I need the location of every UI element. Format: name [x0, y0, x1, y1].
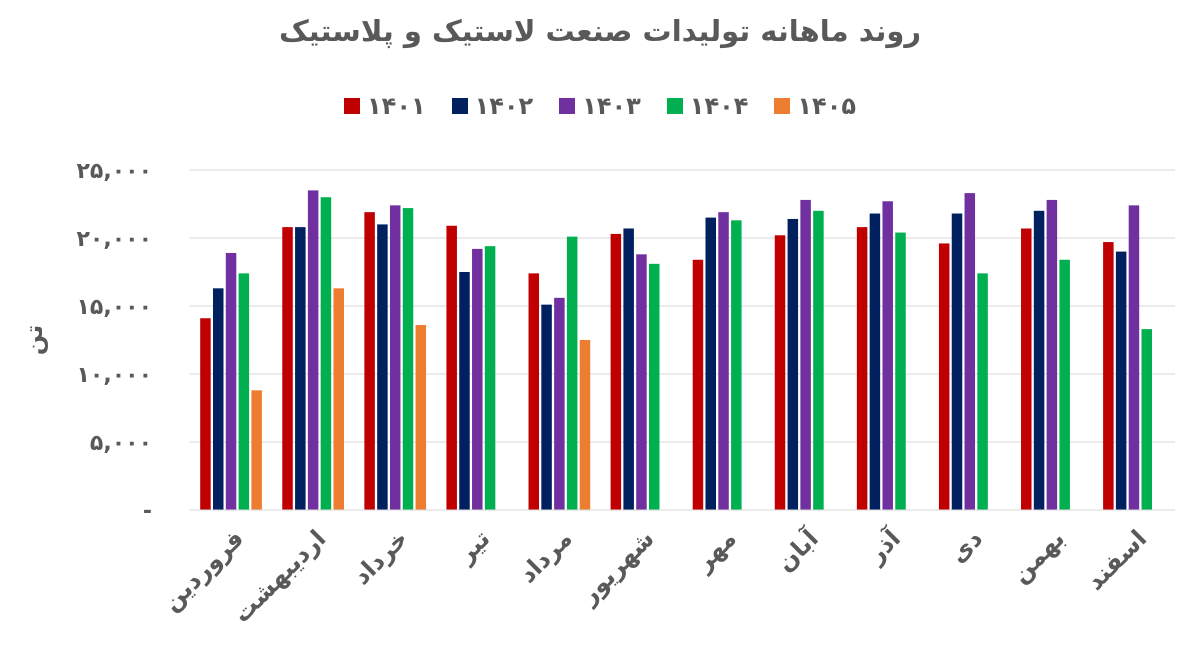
- y-tick-label-3: ۱۵,۰۰۰: [77, 295, 153, 320]
- bar-3-10: [1059, 259, 1070, 510]
- bar-1-5: [623, 228, 634, 511]
- bar-1-6: [705, 217, 716, 510]
- y-tick-label-0: -: [143, 499, 152, 524]
- x-tick-label-10: بهمن: [1006, 524, 1070, 588]
- bar-1-1: [295, 227, 306, 510]
- bar-0-6: [692, 259, 704, 510]
- bar-2-4: [554, 297, 565, 510]
- bar-4-0: [251, 390, 262, 510]
- bar-2-2: [389, 205, 401, 511]
- legend-item-3: ۱۴۰۴: [666, 92, 749, 120]
- x-tick-label-4: مرداد: [514, 524, 578, 588]
- bar-1-3: [459, 272, 470, 510]
- bar-2-10: [1046, 199, 1058, 511]
- x-tick-label-9: دی: [944, 524, 988, 568]
- bar-1-8: [869, 213, 881, 510]
- bar-4-2: [415, 325, 427, 510]
- x-tick-label-11: اسفند: [1081, 524, 1152, 595]
- bar-0-4: [528, 273, 540, 510]
- bar-4-4: [579, 340, 591, 510]
- bar-0-10: [1021, 228, 1032, 511]
- bar-1-4: [541, 304, 552, 510]
- bar-1-2: [377, 224, 388, 510]
- y-tick-label-5: ۲۵,۰۰۰: [77, 159, 153, 184]
- x-tick-label-6: مهر: [689, 524, 742, 577]
- legend-swatch-4: [774, 98, 791, 114]
- bar-3-0: [238, 273, 250, 510]
- legend-label-0: ۱۴۰۱: [367, 92, 426, 120]
- legend-item-4: ۱۴۰۵: [774, 92, 856, 120]
- bar-3-11: [1141, 329, 1153, 510]
- legend-swatch-3: [666, 98, 683, 114]
- y-tick-label-1: ۵,۰۰۰: [90, 431, 152, 456]
- bar-1-11: [1115, 251, 1127, 510]
- y-axis-label: تن: [20, 325, 48, 356]
- legend-swatch-2: [559, 98, 576, 114]
- bar-2-8: [882, 201, 893, 510]
- bar-3-3: [484, 246, 496, 510]
- bar-3-1: [320, 197, 332, 510]
- bar-3-8: [895, 232, 906, 510]
- bar-3-9: [977, 273, 988, 510]
- legend-item-1: ۱۴۰۲: [451, 92, 534, 120]
- bar-2-3: [472, 248, 483, 510]
- legend-item-2: ۱۴۰۳: [559, 92, 641, 120]
- x-tick-label-2: خرداد: [348, 524, 414, 590]
- bar-0-5: [610, 233, 622, 511]
- bar-2-7: [800, 199, 811, 511]
- bar-3-4: [566, 236, 578, 510]
- bar-0-9: [938, 243, 950, 510]
- bar-3-5: [649, 263, 660, 510]
- bar-3-6: [731, 220, 742, 510]
- bar-1-7: [787, 218, 799, 510]
- legend-item-0: ۱۴۰۱: [344, 92, 426, 120]
- x-tick-label-3: تیر: [451, 524, 495, 568]
- bar-0-8: [856, 227, 868, 510]
- legend-label-4: ۱۴۰۵: [797, 92, 856, 120]
- bar-1-10: [1033, 210, 1045, 511]
- bar-2-0: [225, 252, 237, 510]
- y-tick-label-4: ۲۰,۰۰۰: [77, 227, 153, 252]
- bar-0-3: [446, 225, 457, 510]
- legend-label-1: ۱۴۰۲: [474, 92, 534, 120]
- chart-title: روند ماهانه تولیدات صنعت لاستیک و پلاستی…: [278, 14, 922, 48]
- bar-0-7: [774, 235, 786, 510]
- bar-2-1: [307, 190, 319, 510]
- bar-3-2: [402, 208, 414, 510]
- bar-0-11: [1103, 242, 1114, 510]
- bar-4-1: [333, 288, 344, 510]
- bar-1-0: [212, 288, 224, 510]
- legend-swatch-0: [344, 98, 361, 114]
- legend-swatch-1: [451, 98, 468, 114]
- bar-0-2: [364, 212, 375, 510]
- x-tick-label-8: آذر: [860, 523, 906, 569]
- bar-2-9: [964, 193, 976, 510]
- bar-0-1: [282, 227, 293, 510]
- legend: ۱۴۰۱ ۱۴۰۲ ۱۴۰۳ ۱۴۰۴ ۱۴۰۵: [0, 92, 1200, 120]
- bar-0-0: [200, 318, 211, 510]
- x-tick-label-7: آبان: [770, 523, 824, 577]
- bar-2-11: [1128, 205, 1140, 511]
- legend-label-3: ۱۴۰۴: [689, 92, 749, 120]
- legend-label-2: ۱۴۰۳: [582, 92, 641, 120]
- bar-2-6: [718, 212, 729, 510]
- bar-3-7: [813, 210, 824, 511]
- bar-2-5: [636, 254, 647, 510]
- y-tick-label-2: ۱۰,۰۰۰: [77, 363, 153, 388]
- x-tick-label-5: شهریور: [574, 524, 660, 610]
- bar-1-9: [951, 213, 963, 510]
